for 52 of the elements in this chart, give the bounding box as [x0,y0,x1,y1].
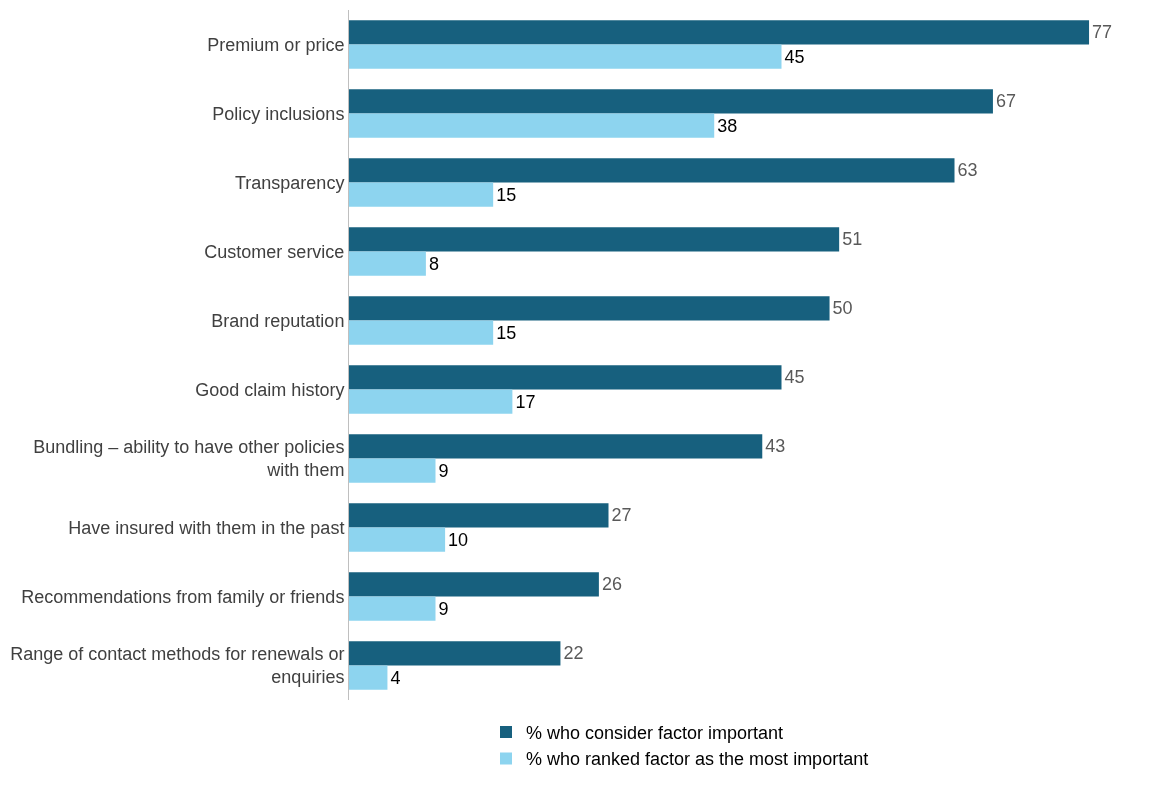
data-label: 38 [717,115,738,136]
bar [349,227,840,252]
data-label: 4 [390,667,401,688]
y-tick-label: Premium or price [207,34,345,55]
bar [349,503,609,528]
bar [349,20,1090,45]
bar [349,158,955,183]
data-label: 67 [995,91,1016,112]
bar [349,527,446,552]
data-label: 8 [428,253,439,274]
y-tick-label: Customer service [204,241,345,262]
data-label: 9 [438,460,449,481]
y-tick-label: Have insured with them in the past [68,517,345,538]
bar [349,113,715,138]
data-label: 45 [784,367,805,388]
data-label: 43 [765,436,786,457]
y-tick-label: Policy inclusions [212,103,345,124]
y-tick-label: Transparency [235,172,345,193]
data-label: 27 [611,505,632,526]
data-label: 77 [1092,22,1113,43]
data-label: 15 [496,322,517,343]
bar [349,596,436,621]
bar [349,665,388,690]
data-label: 15 [496,184,517,205]
bar [349,572,599,597]
bar [349,434,763,459]
data-label: 50 [832,298,853,319]
bar [349,389,513,414]
data-label: 10 [448,529,469,550]
bar [349,251,426,276]
data-label: 51 [842,229,863,250]
legend-label: % who ranked factor as the most important [526,749,869,770]
y-tick-label: Good claim history [195,379,345,400]
data-label: 9 [438,598,449,619]
y-tick-label: Recommendations from family or friends [21,586,345,607]
y-tick-label: Range of contact methods for renewals or enquiries [10,644,345,688]
bar [349,320,494,345]
data-label: 45 [784,46,805,67]
bar [349,44,782,69]
bar [349,296,830,321]
bar [349,89,993,114]
bar [349,182,494,207]
data-label: 63 [957,160,978,181]
data-label: 22 [563,643,584,664]
bar [349,458,436,483]
y-tick-label: Brand reputation [211,310,345,331]
data-label: 17 [515,391,536,412]
data-label: 26 [601,574,622,595]
bar [349,641,561,666]
y-tick-label: Bundling – ability to have other policies with them [33,437,345,481]
legend-label: % who consider factor important [526,723,784,744]
bar [349,365,782,390]
